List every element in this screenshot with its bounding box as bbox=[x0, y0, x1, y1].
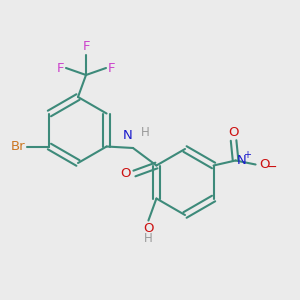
Text: −: − bbox=[267, 161, 277, 174]
Text: O: O bbox=[143, 221, 154, 235]
Text: +: + bbox=[243, 151, 250, 160]
Text: F: F bbox=[82, 40, 90, 53]
Text: H: H bbox=[144, 232, 153, 245]
Text: O: O bbox=[228, 125, 239, 139]
Text: N: N bbox=[237, 154, 246, 167]
Text: Br: Br bbox=[11, 140, 26, 153]
Text: O: O bbox=[260, 158, 270, 171]
Text: O: O bbox=[120, 167, 130, 180]
Text: N: N bbox=[123, 129, 133, 142]
Text: H: H bbox=[141, 126, 150, 139]
Text: F: F bbox=[56, 61, 64, 74]
Text: F: F bbox=[108, 61, 116, 74]
